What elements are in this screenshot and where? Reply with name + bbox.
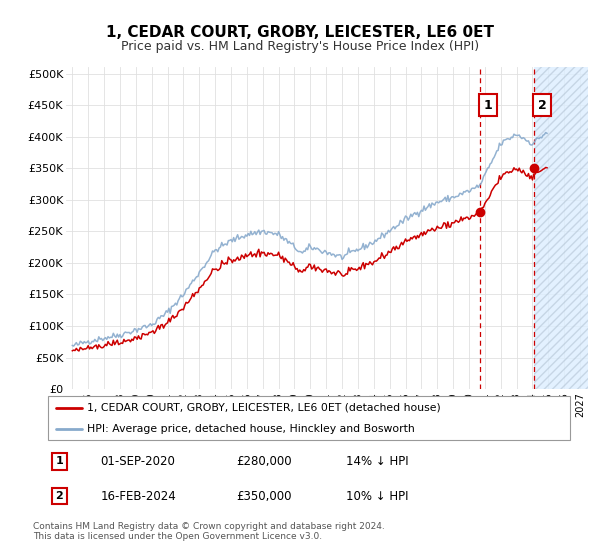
Text: £280,000: £280,000: [236, 455, 292, 468]
Text: 1: 1: [484, 99, 493, 111]
Text: Contains HM Land Registry data © Crown copyright and database right 2024.
This d: Contains HM Land Registry data © Crown c…: [33, 522, 385, 542]
Bar: [535, 67, 588, 389]
Text: £350,000: £350,000: [236, 489, 292, 503]
Text: 1: 1: [56, 456, 64, 466]
Text: 10% ↓ HPI: 10% ↓ HPI: [346, 489, 408, 503]
Text: 16-FEB-2024: 16-FEB-2024: [100, 489, 176, 503]
Text: 1, CEDAR COURT, GROBY, LEICESTER, LE6 0ET: 1, CEDAR COURT, GROBY, LEICESTER, LE6 0E…: [106, 25, 494, 40]
Text: 1, CEDAR COURT, GROBY, LEICESTER, LE6 0ET (detached house): 1, CEDAR COURT, GROBY, LEICESTER, LE6 0E…: [87, 403, 441, 413]
Text: 2: 2: [538, 99, 547, 111]
Bar: [535, 67, 588, 389]
Text: Price paid vs. HM Land Registry's House Price Index (HPI): Price paid vs. HM Land Registry's House …: [121, 40, 479, 53]
Text: HPI: Average price, detached house, Hinckley and Bosworth: HPI: Average price, detached house, Hinc…: [87, 424, 415, 433]
Text: 14% ↓ HPI: 14% ↓ HPI: [346, 455, 408, 468]
Text: 2: 2: [56, 491, 64, 501]
Text: 01-SEP-2020: 01-SEP-2020: [100, 455, 175, 468]
FancyBboxPatch shape: [48, 396, 570, 440]
